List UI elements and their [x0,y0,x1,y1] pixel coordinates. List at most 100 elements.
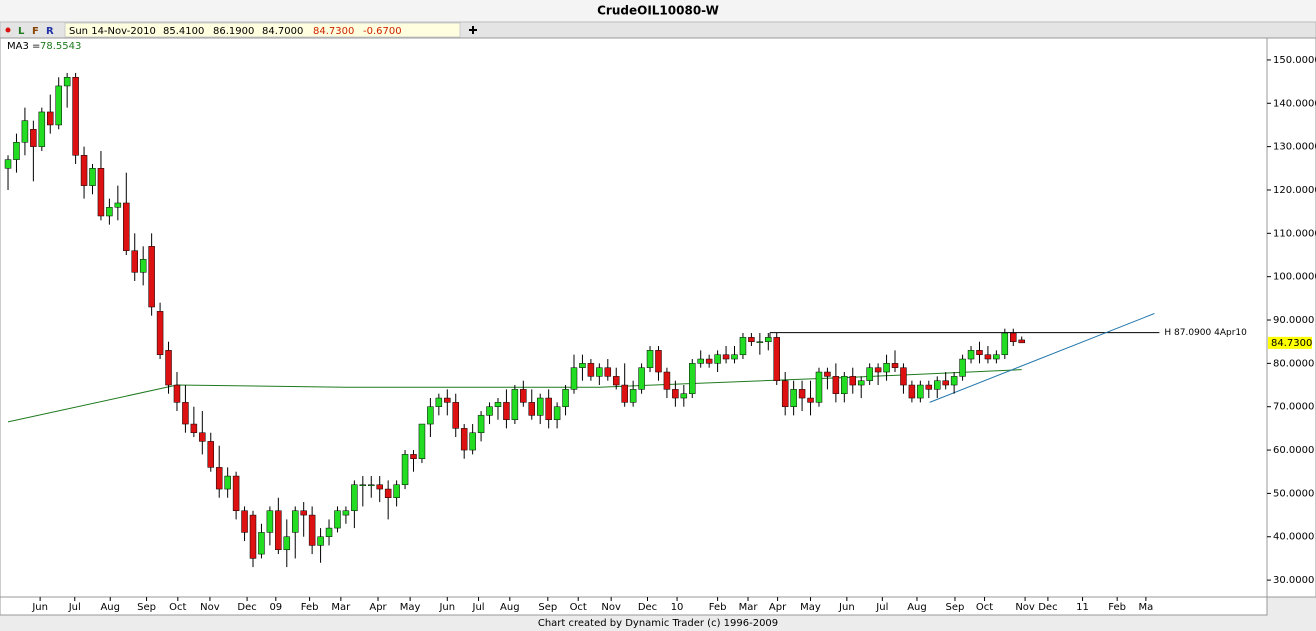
candle-body [976,350,983,355]
x-axis-area [0,596,1268,616]
candle-body [756,341,764,343]
candle-body [460,428,468,451]
y-tick-label: 50.0000 [1273,488,1314,499]
candle-body [824,371,831,377]
header-value: 86.1900 [213,26,254,37]
x-tick-label: 10 [671,602,684,613]
candle-body [596,367,603,377]
candle-body [232,475,240,511]
candle-body [900,367,907,386]
candle-body [148,246,155,308]
x-tick-label: Feb [301,602,319,613]
candle-body [486,406,493,416]
footer: Chart created by Dynamic Trader (c) 1996… [538,618,778,629]
candle-body [984,354,992,360]
x-tick-label: Oct [570,602,587,613]
candle-body [368,484,375,486]
x-tick-label: Aug [500,602,520,613]
y-tick-label: 120.0000 [1273,185,1316,196]
candle-body [190,423,198,433]
candle-body [705,358,713,364]
candle-body [714,354,721,364]
x-tick-label: Aug [907,602,927,613]
ma-line [7,369,1022,423]
candle-body [1001,332,1009,355]
candle-body [80,155,88,186]
candle-body [790,389,797,407]
y-tick-label: 150.0000 [1273,55,1316,66]
x-tick-label: Jul [68,602,81,613]
candle-body [866,367,873,381]
toolbar-button[interactable]: R [46,26,54,37]
x-tick-label: Jul [875,602,888,613]
x-tick-label: Jul [472,602,485,613]
x-tick-label: Apr [369,602,387,613]
candle-body [680,393,688,399]
x-tick-label: Sep [946,602,965,613]
candle-body [435,397,443,407]
candle-body [156,311,164,355]
candle-body [418,423,426,459]
candle-body [427,406,434,425]
candle-body [1018,339,1025,344]
candle-body [477,415,485,433]
candle-body [570,367,578,390]
y-tick-label: 80.0000 [1273,358,1314,369]
y-tick-label: 130.0000 [1273,142,1316,153]
candle-body [815,371,823,403]
candle-body [182,402,189,425]
candle-body [72,77,79,156]
title-bar [0,0,1316,22]
header-date: Sun 14-Nov-2010 [69,26,156,37]
x-tick-label: Dec [1038,602,1057,613]
x-tick-label: Aug [100,602,120,613]
candle-body [401,454,409,485]
candle-body [663,371,671,390]
candle-body [748,337,755,342]
candle-body [874,367,882,373]
x-tick-label: Feb [1108,602,1126,613]
chart-title: CrudeOIL10080-W [597,4,719,18]
plus-icon[interactable] [469,26,477,34]
candle-body [30,129,37,147]
x-tick-label: Ma [1139,602,1154,613]
candle-body [579,363,586,368]
record-dot[interactable] [5,27,11,33]
candle-body [224,475,231,490]
candle-body [655,350,662,373]
candle-body [612,376,620,386]
y-tick-label: 30.0000 [1273,575,1314,586]
y-tick-label: 90.0000 [1273,315,1314,326]
x-tick-label: May [400,602,421,613]
x-tick-label: 11 [1076,602,1089,613]
candle-body [410,454,417,459]
x-tick-label: Dec [638,602,657,613]
y-tick-label: 100.0000 [1273,272,1316,283]
candle-body [258,532,265,555]
candle-body [131,250,138,273]
last-price-label: 84.7300 [1271,338,1312,349]
x-tick-label: Dec [237,602,256,613]
candle-body [291,510,299,533]
toolbar-button[interactable]: F [32,26,39,37]
candle-body [908,384,916,399]
candle-body [739,337,747,355]
x-tick-label: Jun [31,602,48,613]
candle-body [199,432,206,442]
candle-body [114,202,122,208]
candle-body [950,376,958,386]
candle-body [629,389,637,403]
candle-body [452,402,459,429]
candle-body [849,376,857,386]
x-tick-label: Oct [169,602,186,613]
y-tick-label: 40.0000 [1273,532,1314,543]
x-tick-label: Nov [200,602,220,613]
candle-body [697,358,704,364]
candle-body [89,168,96,186]
candle-body [351,484,358,511]
candle-body [798,389,806,399]
toolbar-button[interactable]: L [18,26,25,37]
candle-body [21,120,29,143]
candle-body [469,432,476,451]
